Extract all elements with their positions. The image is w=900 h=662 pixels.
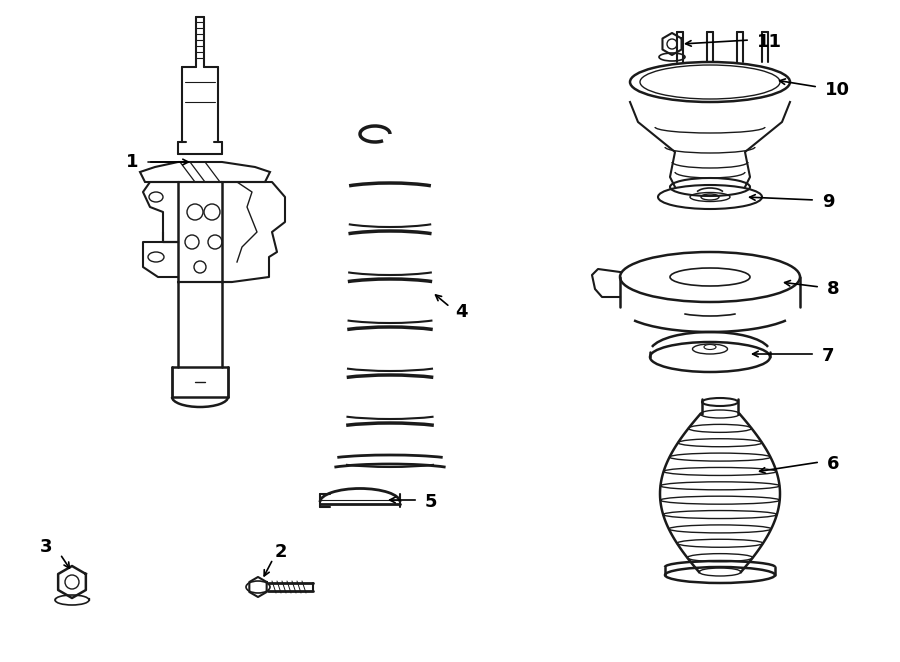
Text: 2: 2 xyxy=(275,543,287,561)
Text: 1: 1 xyxy=(125,153,138,171)
Text: 9: 9 xyxy=(822,193,834,211)
Text: 8: 8 xyxy=(827,280,840,298)
Text: 4: 4 xyxy=(455,303,467,321)
Text: 10: 10 xyxy=(825,81,850,99)
Text: 11: 11 xyxy=(757,33,782,51)
Text: 6: 6 xyxy=(827,455,840,473)
Text: 7: 7 xyxy=(822,347,834,365)
Text: 5: 5 xyxy=(425,493,437,511)
Text: 3: 3 xyxy=(40,538,52,556)
